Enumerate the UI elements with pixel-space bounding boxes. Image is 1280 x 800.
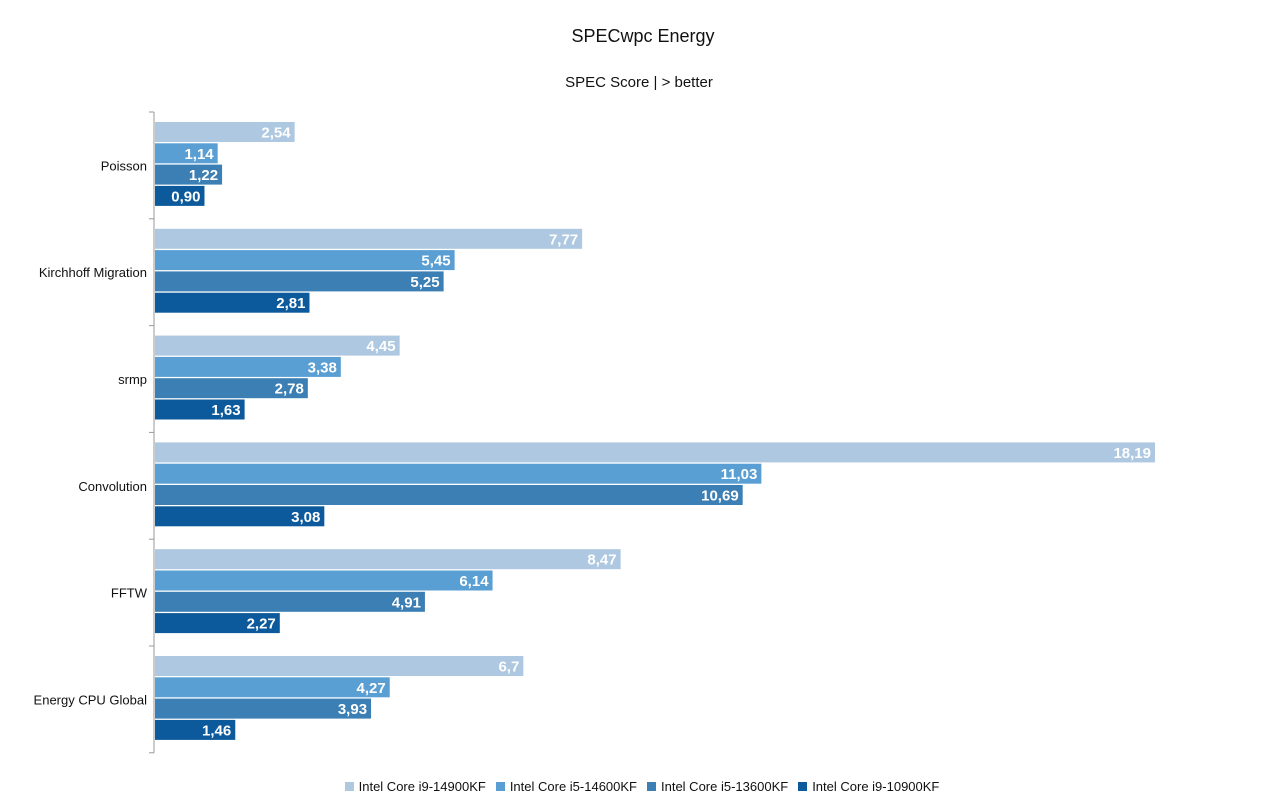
- data-label: 2,78: [275, 381, 304, 398]
- legend-swatch: [647, 782, 656, 791]
- data-label: 8,47: [587, 552, 616, 569]
- bar: [155, 250, 455, 271]
- data-label: 3,38: [308, 359, 337, 376]
- bar: [155, 570, 493, 591]
- bar: [155, 122, 295, 142]
- bar: [155, 143, 218, 164]
- bar-chart: Poisson 2,54 1,14 1,22 0,90 Kirchhoff Migrati…: [34, 111, 1155, 754]
- legend-label: Intel Core i9-10900KF: [812, 779, 940, 794]
- data-label: 3,08: [291, 509, 320, 526]
- category-label: srmp: [118, 372, 147, 387]
- data-label: 4,91: [392, 594, 421, 611]
- legend: Intel Core i9-14900KF Intel Core i5-14600…: [0, 779, 1280, 794]
- data-label: 1,46: [202, 722, 231, 739]
- data-label: 4,27: [357, 680, 386, 697]
- legend-label: Intel Core i5-14600KF: [509, 779, 637, 794]
- bar: [155, 271, 444, 292]
- category-label: Kirchhoff Migration: [39, 265, 147, 280]
- legend-swatch: [798, 782, 808, 791]
- chart-title: SPECwpc Energy: [571, 26, 715, 46]
- bar: [155, 185, 205, 206]
- category-label: Energy CPU Global: [34, 692, 148, 707]
- data-label: 5,25: [410, 274, 439, 291]
- chart-subtitle: SPEC Score | > better: [565, 74, 713, 91]
- data-label: 6,14: [459, 573, 489, 590]
- bar: [155, 228, 583, 249]
- bar: [155, 378, 308, 399]
- data-label: 11,03: [721, 466, 758, 483]
- category-label: Poisson: [101, 158, 147, 173]
- legend-label: Intel Core i9-14900KF: [358, 779, 486, 794]
- data-label: 3,93: [338, 701, 367, 718]
- bar: [155, 591, 425, 612]
- data-label: 2,54: [261, 125, 291, 142]
- legend-label: Intel Core i5-13600KF: [661, 779, 789, 794]
- data-label: 5,45: [421, 253, 450, 270]
- bar: [155, 335, 400, 356]
- data-label: 4,45: [366, 338, 395, 355]
- data-label: 7,77: [549, 231, 578, 248]
- data-label: 0,90: [171, 188, 200, 205]
- bar: [155, 442, 1155, 463]
- data-label: 2,81: [276, 295, 305, 312]
- data-label: 6,7: [498, 659, 519, 676]
- bar: [155, 292, 310, 313]
- data-label: 10,69: [701, 488, 739, 505]
- bar: [155, 506, 325, 527]
- legend-swatch: [495, 782, 505, 791]
- bar: [155, 698, 372, 719]
- bar: [155, 463, 762, 484]
- legend-item: Intel Core i5-13600KF: [647, 779, 788, 794]
- category-label: Convolution: [78, 479, 147, 494]
- category-label: FFTW: [111, 586, 148, 601]
- legend-item: Intel Core i9-10900KF: [798, 779, 939, 794]
- bar: [155, 549, 621, 570]
- data-label: 18,19: [1113, 445, 1151, 462]
- bar: [155, 677, 390, 698]
- bar: [155, 719, 236, 740]
- bar: [155, 613, 280, 634]
- data-label: 1,14: [184, 146, 214, 163]
- bar: [155, 399, 245, 420]
- data-label: 2,27: [247, 616, 276, 633]
- data-label: 1,63: [211, 402, 240, 419]
- legend-swatch: [344, 782, 354, 791]
- bar: [155, 356, 341, 377]
- bar: [155, 656, 524, 676]
- bar: [155, 485, 743, 505]
- data-label: 1,22: [189, 167, 218, 184]
- bar: [155, 164, 223, 185]
- legend-item: Intel Core i9-14900KF: [344, 779, 486, 794]
- legend-item: Intel Core i5-14600KF: [495, 779, 637, 794]
